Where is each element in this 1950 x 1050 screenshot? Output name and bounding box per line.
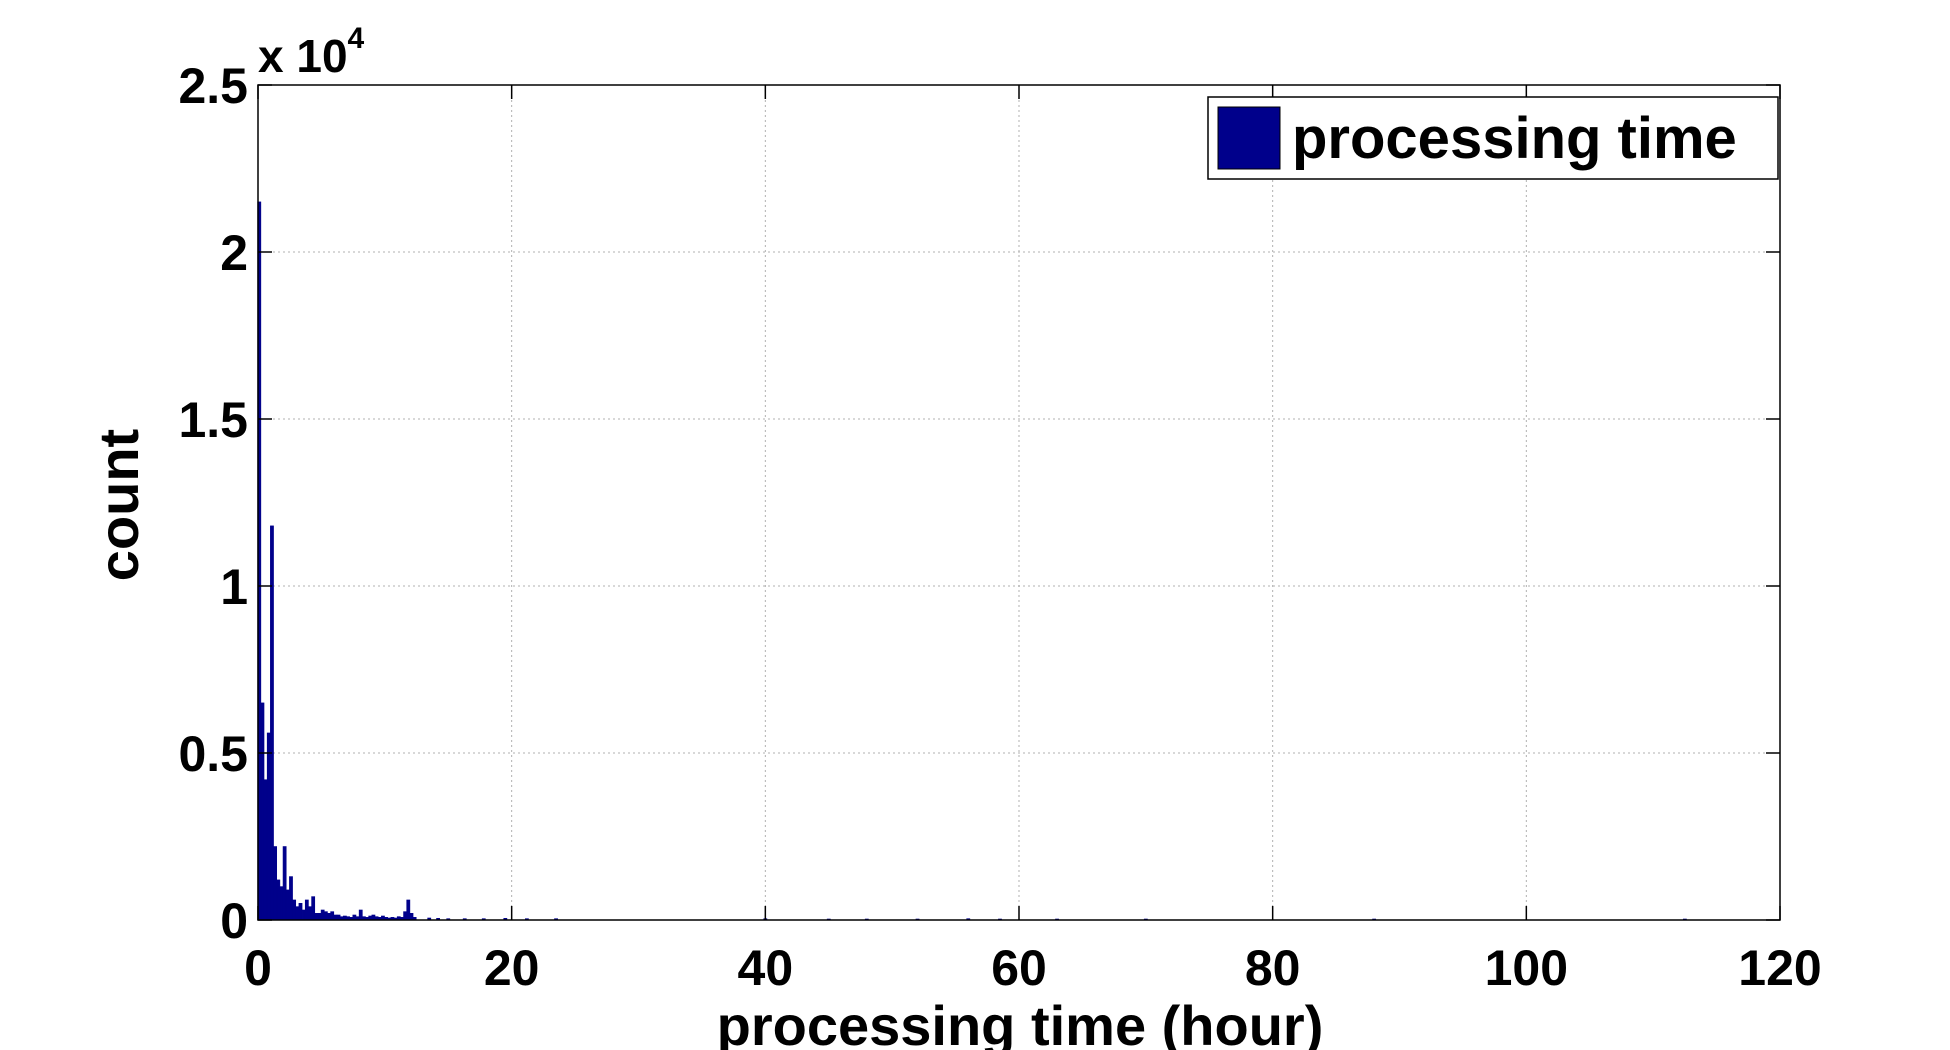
histogram-bar bbox=[266, 732, 271, 921]
histogram-bar bbox=[260, 702, 265, 921]
histogram-bar bbox=[352, 914, 357, 921]
histogram-bar bbox=[406, 899, 411, 921]
y-tick-label: 2.5 bbox=[178, 58, 248, 114]
histogram-bar bbox=[311, 896, 316, 921]
histogram-bar bbox=[292, 899, 297, 921]
histogram-bar bbox=[263, 779, 268, 921]
x-tick-label: 0 bbox=[244, 940, 272, 996]
y-tick-label: 1 bbox=[220, 559, 248, 615]
y-tick-labels: 0 0.5 1 1.5 2 2.5 bbox=[178, 58, 248, 949]
y-tick-label: 2 bbox=[220, 225, 248, 281]
histogram-bar bbox=[358, 909, 363, 921]
x-tick-label: 40 bbox=[738, 940, 794, 996]
histogram-bar bbox=[270, 525, 274, 921]
histogram-bar bbox=[314, 913, 319, 921]
histogram-bar bbox=[282, 846, 287, 921]
histogram-bar bbox=[336, 914, 341, 921]
histogram-bar bbox=[330, 911, 335, 921]
histogram-bar bbox=[320, 909, 325, 921]
histogram-bar bbox=[273, 846, 278, 921]
x-axis-label: processing time (hour) bbox=[717, 994, 1324, 1050]
histogram-bar bbox=[276, 879, 281, 921]
legend: processing time bbox=[1207, 96, 1779, 180]
histogram-bar bbox=[285, 889, 290, 921]
legend-swatch bbox=[1217, 106, 1281, 170]
y-tick-label: 1.5 bbox=[178, 392, 248, 448]
y-tick-label: 0 bbox=[220, 893, 248, 949]
histogram-bar bbox=[304, 899, 309, 921]
grid-lines bbox=[258, 85, 1780, 920]
x-tick-labels: 0 20 40 60 80 100 120 bbox=[244, 940, 1822, 996]
histogram-bar bbox=[295, 906, 300, 921]
histogram-bar bbox=[279, 886, 284, 921]
y-multiplier-label: x 104 bbox=[258, 22, 365, 82]
histogram-bar bbox=[409, 913, 414, 921]
legend-label: processing time bbox=[1292, 106, 1737, 171]
legend-box bbox=[1207, 96, 1779, 180]
x-tick-label: 120 bbox=[1738, 940, 1821, 996]
histogram-bar bbox=[333, 914, 338, 921]
histogram-bar bbox=[308, 906, 312, 921]
y-axis-label: count bbox=[87, 429, 150, 581]
x-tick-label: 80 bbox=[1245, 940, 1301, 996]
histogram-bar bbox=[323, 911, 328, 921]
y-multiplier-exponent: 4 bbox=[348, 22, 365, 55]
x-tick-label: 20 bbox=[484, 940, 540, 996]
histogram-bar bbox=[289, 876, 293, 921]
x-tick-label: 100 bbox=[1485, 940, 1568, 996]
y-tick-label: 0.5 bbox=[178, 726, 248, 782]
histogram-bar bbox=[298, 902, 303, 921]
histogram-bar bbox=[371, 914, 376, 921]
x-tick-label: 60 bbox=[991, 940, 1047, 996]
histogram-bar bbox=[403, 911, 408, 921]
histogram-bar bbox=[327, 913, 331, 921]
histogram-bar bbox=[301, 909, 306, 921]
histogram-bar bbox=[317, 913, 322, 921]
